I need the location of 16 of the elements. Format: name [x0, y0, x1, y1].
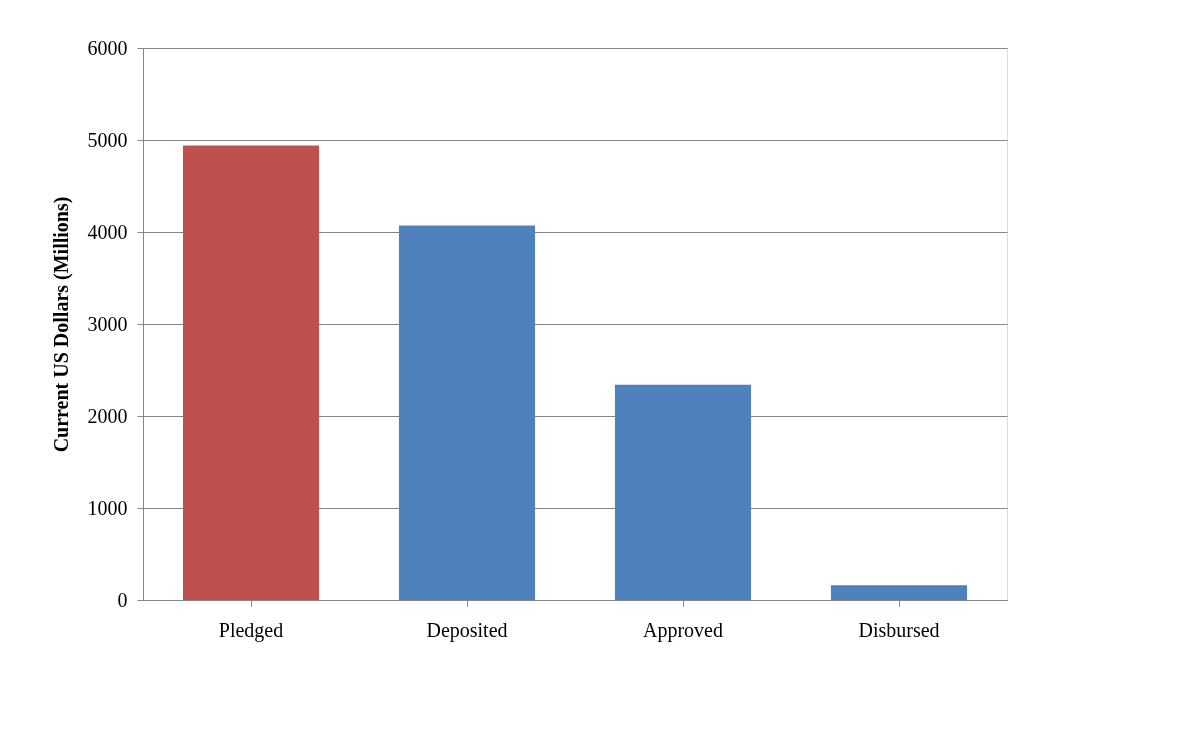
- y-tick-label: 2000: [87, 404, 128, 427]
- x-tick-label: Pledged: [218, 618, 284, 642]
- y-tick-label: 5000: [87, 128, 128, 151]
- y-tick-label: 0: [117, 588, 128, 611]
- x-tick-label: Deposited: [426, 618, 508, 642]
- bar: [830, 585, 968, 600]
- x-tick-label: Approved: [643, 618, 723, 642]
- y-tick-label: 3000: [87, 312, 128, 335]
- bar: [182, 145, 320, 600]
- y-axis-title: Current US Dollars (Millions): [49, 196, 73, 453]
- y-tick-label: 4000: [87, 220, 128, 243]
- y-tick-label: 6000: [87, 36, 128, 59]
- x-tick-label: Disbursed: [858, 618, 940, 641]
- bar: [614, 384, 752, 600]
- bar: [398, 225, 536, 600]
- y-tick-label: 1000: [87, 496, 128, 519]
